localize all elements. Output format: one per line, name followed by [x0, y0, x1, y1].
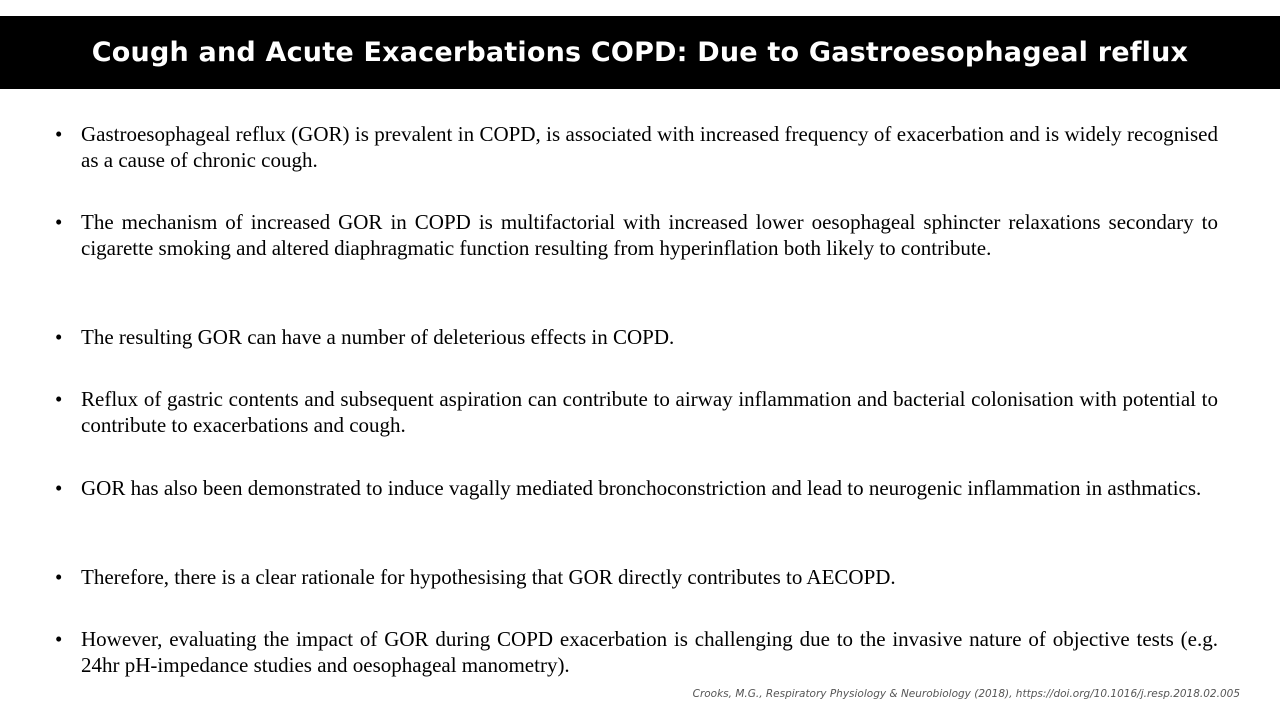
bullet-text: Gastroesophageal reflux (GOR) is prevale… — [81, 122, 1218, 172]
bullet-item-6: • Therefore, there is a clear rationale … — [55, 564, 1218, 590]
bullet-text: Therefore, there is a clear rationale fo… — [81, 565, 896, 589]
bullet-marker: • — [55, 210, 63, 234]
bullet-item-5: • GOR has also been demonstrated to indu… — [55, 475, 1218, 501]
bullet-marker: • — [55, 122, 63, 146]
bullet-marker: • — [55, 627, 63, 651]
slide-title: Cough and Acute Exacerbations COPD: Due … — [91, 37, 1189, 68]
bullet-item-7: • However, evaluating the impact of GOR … — [55, 626, 1218, 678]
title-bar: Cough and Acute Exacerbations COPD: Due … — [0, 16, 1280, 89]
bullet-text: However, evaluating the impact of GOR du… — [81, 627, 1218, 677]
bullet-item-3: • The resulting GOR can have a number of… — [55, 324, 1218, 350]
bullet-item-1: • Gastroesophageal reflux (GOR) is preva… — [55, 121, 1218, 173]
bullet-text: The resulting GOR can have a number of d… — [81, 325, 675, 349]
citation: Crooks, M.G., Respiratory Physiology & N… — [692, 688, 1240, 700]
bullet-text: GOR has also been demonstrated to induce… — [81, 476, 1202, 500]
bullet-item-2: • The mechanism of increased GOR in COPD… — [55, 209, 1218, 261]
bullet-text: Reflux of gastric contents and subsequen… — [81, 387, 1218, 437]
bullet-item-4: • Reflux of gastric contents and subsequ… — [55, 386, 1218, 438]
bullet-marker: • — [55, 565, 63, 589]
bullet-marker: • — [55, 387, 63, 411]
bullet-marker: • — [55, 325, 63, 349]
bullet-text: The mechanism of increased GOR in COPD i… — [81, 210, 1218, 260]
bullet-marker: • — [55, 476, 63, 500]
